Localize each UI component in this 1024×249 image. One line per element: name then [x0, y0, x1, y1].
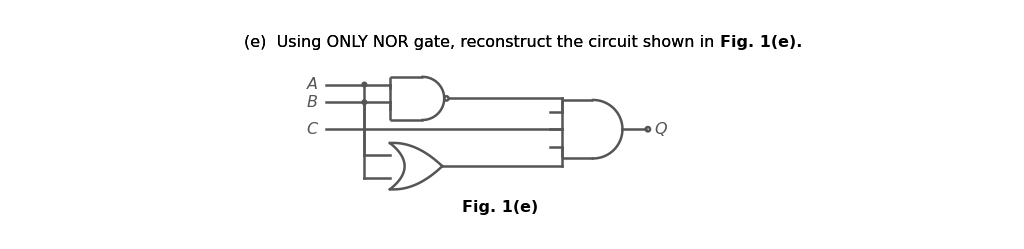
Text: Q: Q — [654, 122, 668, 137]
Circle shape — [362, 100, 367, 105]
Text: (e)  Using ONLY NOR gate, reconstruct the circuit shown in: (e) Using ONLY NOR gate, reconstruct the… — [245, 35, 720, 50]
Text: A: A — [307, 77, 317, 92]
Text: (e)  Using ONLY NOR gate, reconstruct the circuit shown in: (e) Using ONLY NOR gate, reconstruct the… — [245, 35, 720, 50]
Text: B: B — [307, 95, 317, 110]
Text: C: C — [307, 122, 317, 137]
Text: Fig. 1(e).: Fig. 1(e). — [720, 35, 802, 50]
Text: Fig. 1(e): Fig. 1(e) — [462, 200, 539, 215]
Circle shape — [362, 82, 367, 87]
